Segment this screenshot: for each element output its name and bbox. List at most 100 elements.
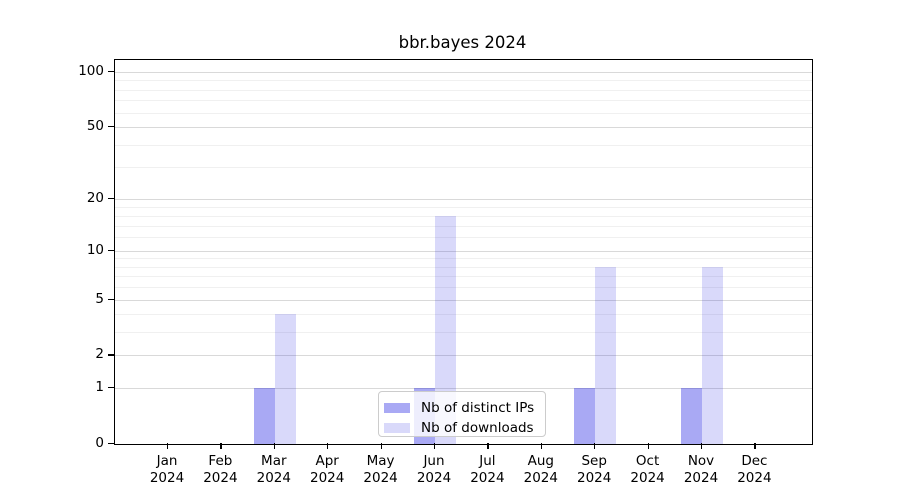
x-tick-label-mar: Mar 2024 [257, 453, 291, 487]
y-tick-label: 100 [78, 62, 104, 79]
y-tick-label: 10 [86, 241, 104, 258]
minor-gridline [115, 276, 812, 278]
major-gridline [115, 250, 812, 252]
x-tick [540, 443, 542, 449]
minor-gridline [115, 206, 812, 208]
x-tick-label-nov: Nov 2024 [684, 453, 718, 487]
minor-gridline [115, 314, 812, 316]
x-tick-month: Jul [479, 453, 496, 469]
y-tick [108, 298, 114, 300]
y-tick-label: 2 [95, 346, 104, 363]
x-tick [647, 443, 649, 449]
y-tick [108, 443, 114, 445]
x-tick-label-jun: Jun 2024 [417, 453, 451, 487]
x-tick-month: Oct [635, 453, 660, 469]
legend-item: Nb of distinct IPs [384, 398, 545, 418]
bar-ips-mar [253, 388, 275, 444]
bar-downloads-nov [702, 266, 723, 444]
major-gridline [115, 388, 812, 390]
minor-gridline [115, 112, 812, 114]
minor-gridline [115, 89, 812, 91]
minor-gridline [115, 215, 812, 217]
legend-swatch-icon [384, 423, 410, 433]
chart-title: bbr.bayes 2024 [398, 33, 527, 52]
x-tick-year: 2024 [149, 470, 185, 486]
legend-swatch-icon [384, 403, 410, 413]
minor-gridline [115, 225, 812, 227]
x-tick-month: Aug [527, 453, 554, 469]
y-tick-label: 50 [86, 118, 104, 134]
minor-gridline [115, 237, 812, 239]
bar-downloads-jun [435, 215, 456, 444]
x-tick-month: Feb [208, 453, 233, 469]
x-tick [327, 443, 329, 449]
y-tick [108, 354, 114, 356]
x-tick [701, 443, 703, 449]
major-gridline [115, 127, 812, 128]
x-tick-label-dec: Dec 2024 [737, 453, 771, 487]
y-tick-label: 1 [95, 379, 104, 396]
x-tick-year: 2024 [363, 470, 398, 486]
x-tick-label-oct: Oct 2024 [630, 453, 664, 487]
minor-gridline [115, 258, 812, 260]
x-tick-month: Sep [581, 453, 607, 469]
minor-gridline [115, 266, 812, 268]
x-tick [380, 443, 382, 449]
bar-downloads-sep [595, 266, 617, 444]
x-tick-year: 2024 [577, 470, 612, 486]
x-tick-year: 2024 [630, 470, 665, 486]
x-tick-month: Apr [315, 453, 339, 469]
legend-label: Nb of downloads [421, 420, 534, 436]
x-tick-label-sep: Sep 2024 [577, 453, 611, 487]
y-tick [108, 387, 114, 389]
legend-label: Nb of distinct IPs [421, 400, 535, 416]
x-tick-year: 2024 [683, 470, 719, 486]
x-tick [487, 443, 489, 449]
x-tick [434, 443, 436, 449]
minor-gridline [115, 167, 812, 169]
bar-ips-nov [681, 388, 702, 444]
x-tick-label-jan: Jan 2024 [150, 453, 184, 487]
y-tick [108, 126, 114, 128]
x-tick [220, 443, 222, 449]
x-tick-year: 2024 [470, 470, 505, 486]
minor-gridline [115, 144, 812, 146]
x-tick-label-feb: Feb 2024 [203, 453, 237, 487]
x-tick [167, 443, 169, 449]
x-tick-year: 2024 [310, 470, 345, 486]
major-gridline [115, 355, 812, 357]
plot-area [114, 59, 813, 445]
x-tick-month: Nov [687, 453, 715, 469]
x-tick-year: 2024 [523, 470, 558, 486]
minor-gridline [115, 80, 812, 82]
legend-item: Nb of downloads [384, 418, 545, 438]
major-gridline [115, 71, 812, 73]
x-tick-year: 2024 [256, 470, 291, 486]
x-tick-year: 2024 [416, 470, 452, 486]
x-tick-year: 2024 [203, 470, 238, 486]
y-tick [108, 197, 114, 199]
x-tick-month: May [366, 453, 395, 469]
x-tick-label-aug: Aug 2024 [524, 453, 558, 487]
bar-downloads-mar [274, 314, 296, 444]
y-tick [108, 249, 114, 251]
legend: Nb of distinct IPs Nb of downloads [378, 391, 546, 437]
minor-gridline [115, 100, 812, 102]
x-tick [273, 443, 275, 449]
x-tick-month: Jun [423, 453, 445, 469]
minor-gridline [115, 332, 812, 334]
major-gridline [115, 198, 812, 200]
x-tick [594, 443, 596, 449]
y-tick-label: 5 [95, 290, 104, 307]
x-tick-label-jul: Jul 2024 [470, 453, 504, 487]
x-tick [754, 443, 756, 449]
x-tick-month: Mar [261, 453, 287, 469]
x-tick-month: Jan [156, 453, 178, 469]
y-tick-label: 20 [86, 189, 104, 206]
x-tick-year: 2024 [737, 470, 772, 486]
bar-ips-sep [574, 388, 596, 444]
minor-gridline [115, 287, 812, 289]
x-tick-label-may: May 2024 [363, 453, 397, 487]
major-gridline [115, 299, 812, 301]
